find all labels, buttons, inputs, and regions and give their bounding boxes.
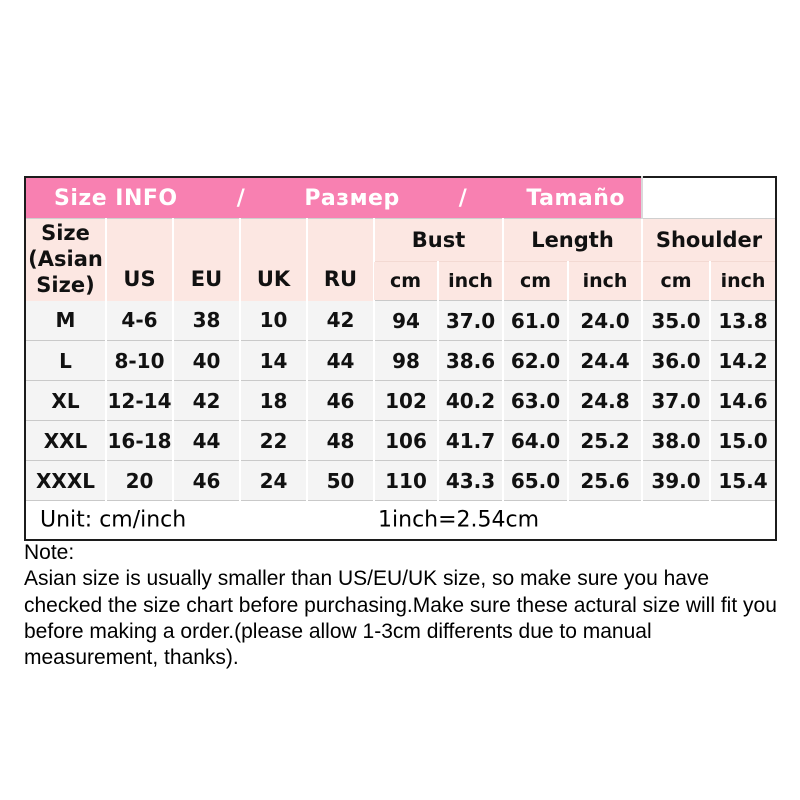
size-header-line: (Asian bbox=[28, 246, 103, 271]
size-header-line: Size) bbox=[36, 272, 95, 297]
unit-header-length-inch: inch bbox=[567, 261, 642, 301]
cell-length-inch: 24.0 bbox=[567, 300, 642, 341]
banner-separator: / bbox=[236, 185, 246, 211]
note-block: Note: Asian size is usually smaller than… bbox=[24, 540, 778, 671]
col-header-size: Size (Asian Size) bbox=[25, 218, 106, 301]
footer-cell: Unit: cm/inch 1inch=2.54cm bbox=[25, 500, 776, 540]
table-footer-row: Unit: cm/inch 1inch=2.54cm bbox=[25, 500, 776, 540]
banner-blank-cell bbox=[641, 177, 776, 219]
cell-length-inch: 25.6 bbox=[567, 460, 642, 501]
cell-us: 4-6 bbox=[105, 300, 173, 341]
cell-size: L bbox=[25, 340, 106, 381]
header-row-units: cm inch cm inch cm inch bbox=[25, 261, 776, 301]
inch-conversion-label: 1inch=2.54cm bbox=[378, 507, 540, 533]
cell-uk: 14 bbox=[239, 340, 307, 381]
cell-length-inch: 25.2 bbox=[567, 420, 642, 461]
banner-row: Size INFO / Размер / Tamaño bbox=[25, 177, 776, 219]
cell-size: XXL bbox=[25, 420, 106, 461]
banner-title-en: Size INFO bbox=[54, 185, 178, 211]
cell-us: 20 bbox=[105, 460, 173, 501]
note-title: Note: bbox=[24, 541, 75, 564]
cell-size: XXXL bbox=[25, 460, 106, 501]
banner-title-ru: Размер bbox=[304, 185, 400, 211]
cell-bust-cm: 102 bbox=[373, 380, 438, 421]
col-header-us: US bbox=[105, 218, 173, 301]
table-row-xxl: XXL 16-18 44 22 48 106 41.7 64.0 25.2 38… bbox=[25, 420, 776, 461]
cell-shoulder-cm: 39.0 bbox=[641, 460, 710, 501]
cell-shoulder-inch: 14.6 bbox=[709, 380, 776, 421]
cell-shoulder-inch: 13.8 bbox=[709, 300, 776, 341]
table-row-m: M 4-6 38 10 42 94 37.0 61.0 24.0 35.0 13… bbox=[25, 300, 776, 341]
cell-length-inch: 24.8 bbox=[567, 380, 642, 421]
cell-length-cm: 63.0 bbox=[502, 380, 568, 421]
cell-eu: 46 bbox=[172, 460, 240, 501]
col-header-bust: Bust bbox=[373, 218, 503, 262]
cell-eu: 38 bbox=[172, 300, 240, 341]
banner-title-es: Tamaño bbox=[526, 185, 625, 211]
cell-us: 8-10 bbox=[105, 340, 173, 381]
cell-bust-cm: 94 bbox=[373, 300, 438, 341]
col-header-ru: RU bbox=[306, 218, 374, 301]
cell-ru: 42 bbox=[306, 300, 374, 341]
cell-bust-cm: 98 bbox=[373, 340, 438, 381]
cell-uk: 24 bbox=[239, 460, 307, 501]
header-row-groups: Size (Asian Size) US EU UK RU Bust Lengt… bbox=[25, 218, 776, 301]
cell-shoulder-cm: 35.0 bbox=[641, 300, 710, 341]
cell-length-inch: 24.4 bbox=[567, 340, 642, 381]
cell-length-cm: 64.0 bbox=[502, 420, 568, 461]
unit-header-length-cm: cm bbox=[502, 261, 568, 301]
cell-us: 12-14 bbox=[105, 380, 173, 421]
unit-header-bust-inch: inch bbox=[437, 261, 503, 301]
cell-ru: 48 bbox=[306, 420, 374, 461]
table-row-xl: XL 12-14 42 18 46 102 40.2 63.0 24.8 37.… bbox=[25, 380, 776, 421]
banner-cell: Size INFO / Размер / Tamaño bbox=[25, 177, 642, 219]
cell-bust-inch: 38.6 bbox=[437, 340, 503, 381]
cell-bust-inch: 37.0 bbox=[437, 300, 503, 341]
cell-bust-inch: 43.3 bbox=[437, 460, 503, 501]
cell-bust-inch: 41.7 bbox=[437, 420, 503, 461]
cell-eu: 44 bbox=[172, 420, 240, 461]
table-row-l: L 8-10 40 14 44 98 38.6 62.0 24.4 36.0 1… bbox=[25, 340, 776, 381]
unit-header-shoulder-cm: cm bbox=[641, 261, 710, 301]
cell-bust-cm: 110 bbox=[373, 460, 438, 501]
cell-shoulder-cm: 36.0 bbox=[641, 340, 710, 381]
size-chart: Size INFO / Размер / Tamaño Size (Asian … bbox=[24, 176, 777, 541]
cell-ru: 46 bbox=[306, 380, 374, 421]
unit-header-bust-cm: cm bbox=[374, 261, 438, 301]
cell-uk: 22 bbox=[239, 420, 307, 461]
col-header-uk: UK bbox=[239, 218, 307, 301]
cell-ru: 44 bbox=[306, 340, 374, 381]
unit-header-shoulder-inch: inch bbox=[709, 261, 776, 301]
cell-length-cm: 62.0 bbox=[502, 340, 568, 381]
cell-eu: 40 bbox=[172, 340, 240, 381]
cell-bust-inch: 40.2 bbox=[437, 380, 503, 421]
banner-title: Size INFO / Размер / Tamaño bbox=[26, 186, 641, 211]
cell-shoulder-inch: 15.4 bbox=[709, 460, 776, 501]
cell-uk: 10 bbox=[239, 300, 307, 341]
size-header-line: Size bbox=[41, 221, 90, 246]
cell-shoulder-cm: 37.0 bbox=[641, 380, 710, 421]
cell-length-cm: 61.0 bbox=[502, 300, 568, 341]
cell-us: 16-18 bbox=[105, 420, 173, 461]
size-table: Size INFO / Размер / Tamaño Size (Asian … bbox=[24, 176, 777, 541]
cell-size: XL bbox=[25, 380, 106, 421]
cell-shoulder-inch: 15.0 bbox=[709, 420, 776, 461]
cell-eu: 42 bbox=[172, 380, 240, 421]
cell-shoulder-inch: 14.2 bbox=[709, 340, 776, 381]
cell-uk: 18 bbox=[239, 380, 307, 421]
unit-label: Unit: cm/inch bbox=[40, 507, 187, 533]
banner-separator: / bbox=[458, 185, 468, 211]
col-header-shoulder: Shoulder bbox=[641, 218, 776, 262]
table-row-xxxl: XXXL 20 46 24 50 110 43.3 65.0 25.6 39.0… bbox=[25, 460, 776, 501]
col-header-length: Length bbox=[502, 218, 642, 262]
cell-size: M bbox=[25, 300, 106, 341]
note-body: Asian size is usually smaller than US/EU… bbox=[24, 567, 777, 669]
cell-length-cm: 65.0 bbox=[502, 460, 568, 501]
col-header-eu: EU bbox=[172, 218, 240, 301]
cell-ru: 50 bbox=[306, 460, 374, 501]
cell-bust-cm: 106 bbox=[373, 420, 438, 461]
cell-shoulder-cm: 38.0 bbox=[641, 420, 710, 461]
